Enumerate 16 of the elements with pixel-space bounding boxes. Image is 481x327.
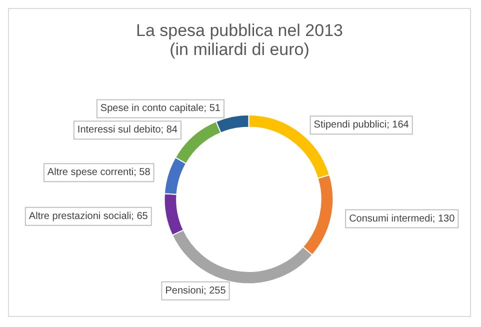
data-label: ; 255 — [204, 285, 226, 296]
data-label: ; 51 — [204, 103, 221, 114]
data-label: ; 84 — [160, 124, 178, 136]
slice-label: Spese in conto capitale — [100, 103, 204, 114]
data-label: ; 58 — [134, 167, 151, 178]
chart-title: La spesa pubblica nel 2013 — [136, 21, 343, 40]
data-label: ; 65 — [131, 210, 148, 222]
slice-label: Consumi intermedi — [349, 213, 432, 224]
slice-label: Stipendi pubblici — [314, 120, 387, 131]
slice-label: Altre spese correnti — [47, 167, 134, 178]
data-label: ; 164 — [386, 120, 410, 131]
slice-label: Altre prestazioni sociali — [28, 210, 132, 222]
chart-subtitle: (in miliardi di euro) — [170, 40, 310, 59]
data-label: ; 130 — [432, 213, 456, 224]
slice-label: Pensioni — [165, 285, 204, 296]
slice-label: Interessi sul debito — [77, 124, 162, 136]
